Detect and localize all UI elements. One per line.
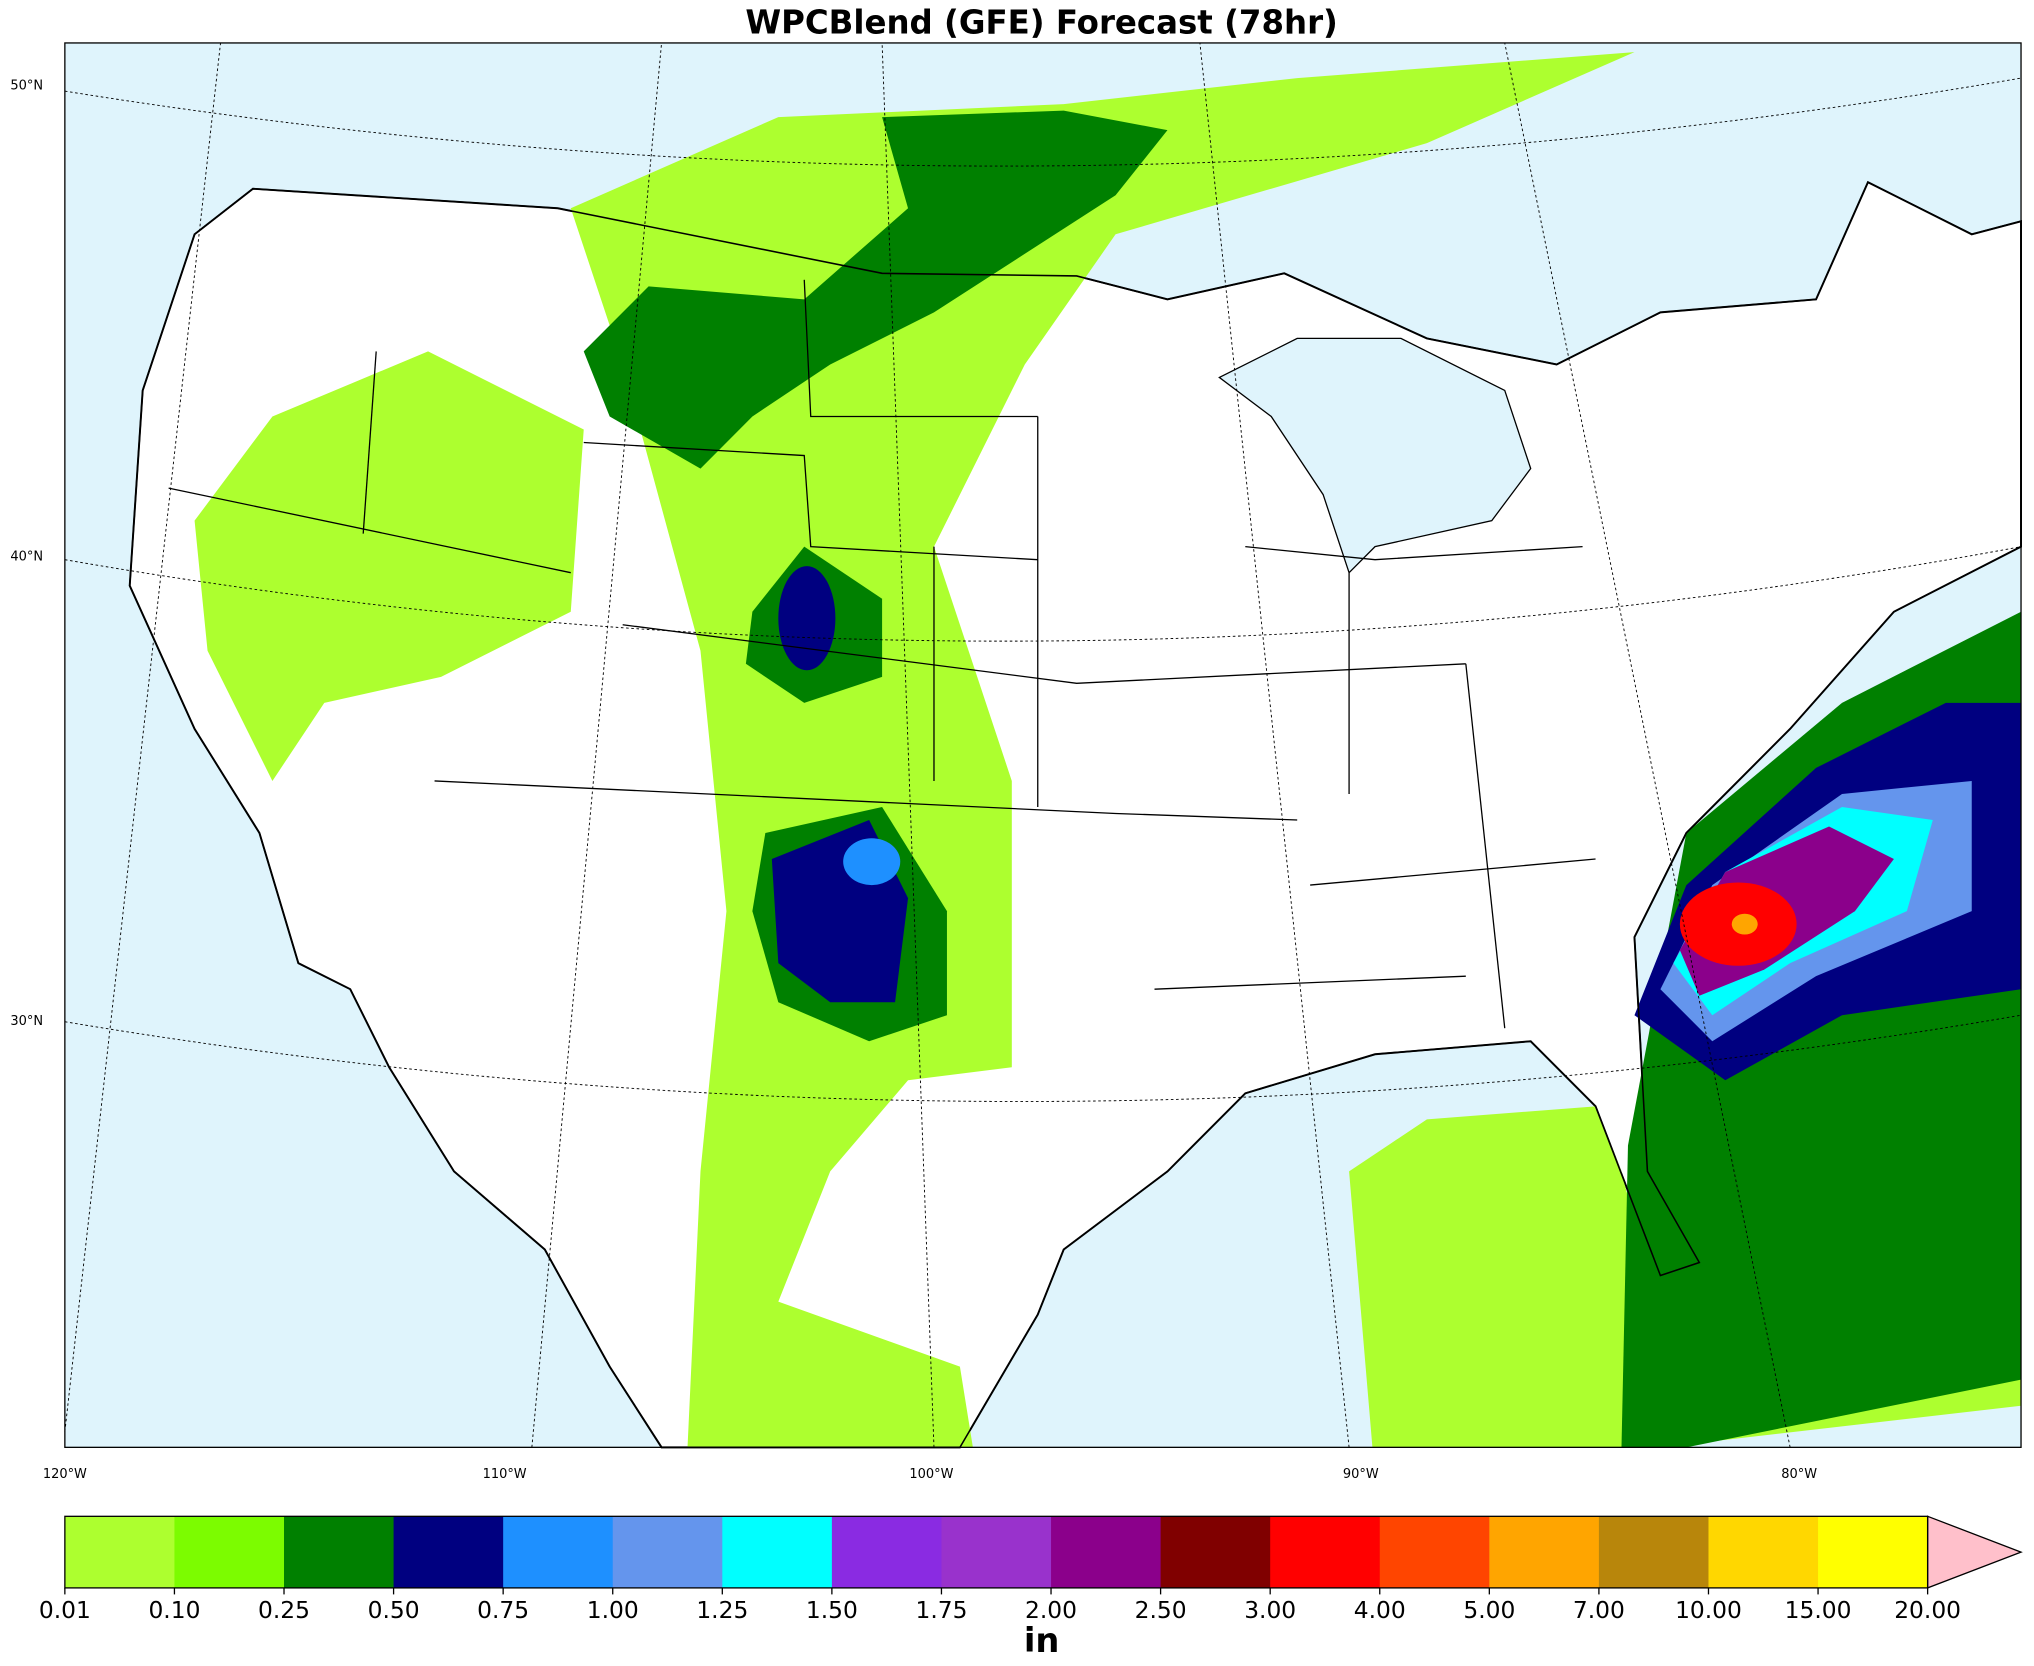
colorbar-tick-label: 1.50 [806, 1596, 858, 1624]
colorbar-label: in [1024, 1621, 1060, 1660]
state-borders [168, 279, 1596, 1029]
colorbar: 0.01 0.10 0.25 0.50 0.75 1.00 1.25 1.50 1.75 2.00… [39, 1515, 2023, 1624]
colorbar-segment [1379, 1516, 1490, 1588]
lat-labels: 50°N 40°N 30°N [10, 78, 43, 1029]
colorbar-tick-label: 1.25 [696, 1596, 748, 1624]
colorbar-segment [612, 1516, 723, 1588]
colorbar-tick-label: 1.75 [915, 1596, 967, 1624]
colorbar-frame [64, 1515, 1929, 1589]
title: WPCBlend (GFE) Forecast (78hr) [745, 4, 1338, 42]
colorbar-segment [284, 1516, 395, 1588]
colorbar-segment [174, 1516, 285, 1588]
lon-label: 110°W [483, 1467, 527, 1482]
colorbar-tick-label: 0.25 [258, 1596, 310, 1624]
lon-label: 90°W [1343, 1467, 1379, 1482]
colorbar-segment [941, 1516, 1052, 1588]
lon-label: 80°W [1781, 1467, 1817, 1482]
colorbar-tick-label: 5.00 [1463, 1596, 1515, 1624]
colorbar-segment [1708, 1516, 1819, 1588]
colorbar-tick-label: 0.10 [148, 1596, 200, 1624]
precip-area [194, 351, 584, 781]
precip-area [778, 566, 836, 671]
colorbar-tick-label: 2.00 [1025, 1596, 1077, 1624]
colorbar-segment [503, 1516, 614, 1588]
colorbar-tick-label: 20.00 [1894, 1596, 1961, 1624]
colorbar-tick-label: 15.00 [1785, 1596, 1852, 1624]
colorbar-segment [1160, 1516, 1271, 1588]
colorbar-segment [831, 1516, 943, 1588]
colorbar-segment [1051, 1516, 1162, 1588]
colorbar-tick-label: 0.75 [477, 1596, 529, 1624]
colorbar-tick-label: 4.00 [1354, 1596, 1406, 1624]
great-lakes [1218, 337, 1532, 574]
precip-area [843, 838, 901, 886]
precip-area [583, 110, 1168, 469]
colorbar-tick-label: 3.00 [1244, 1596, 1296, 1624]
colorbar-segment [722, 1516, 833, 1588]
colorbar-segment [1818, 1516, 1929, 1588]
colorbar-segment [393, 1516, 504, 1588]
precip-area [570, 52, 1635, 1448]
colorbar-segment [64, 1516, 176, 1588]
map-frame [64, 42, 2022, 1448]
colorbar-tick-label: 7.00 [1573, 1596, 1625, 1624]
graticule [64, 42, 2022, 1448]
colorbar-extension [1926, 1515, 2023, 1589]
lon-label: 100°W [909, 1467, 953, 1482]
colorbar-tick-label: 0.50 [368, 1596, 420, 1624]
colorbar-segment [1598, 1516, 1710, 1588]
colorbar-tick-label: 10.00 [1675, 1596, 1742, 1624]
colorbar-tick-label: 1.00 [587, 1596, 639, 1624]
lat-label: 40°N [10, 550, 43, 565]
map [64, 42, 2023, 1449]
lat-label: 30°N [10, 1014, 43, 1029]
colorbar-segment [1489, 1516, 1600, 1588]
precip-area [1731, 913, 1758, 935]
lat-label: 50°N [10, 78, 43, 93]
colorbar-tick-label: 2.50 [1135, 1596, 1187, 1624]
colorbar-tick-label: 0.01 [39, 1596, 91, 1624]
coastline [128, 181, 2022, 1449]
colorbar-segment [1270, 1516, 1381, 1588]
lon-label: 120°W [43, 1467, 87, 1482]
lon-labels: 120°W 110°W 100°W 90°W 80°W [43, 1467, 1817, 1482]
